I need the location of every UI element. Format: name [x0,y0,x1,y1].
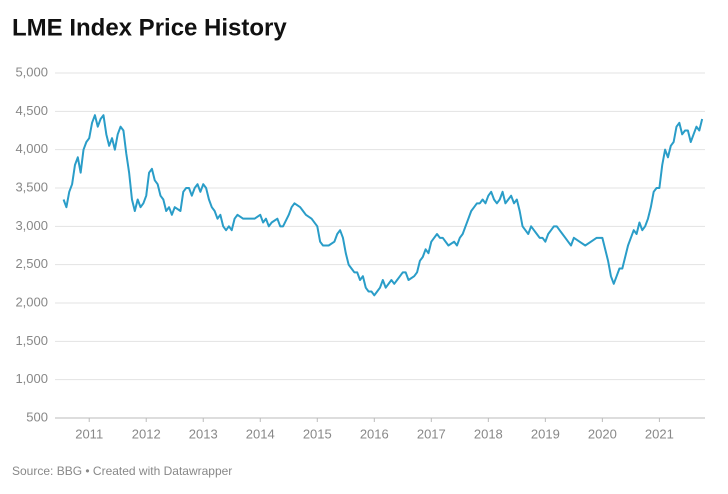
y-tick-label: 5,000 [15,64,48,79]
y-tick-label: 3,500 [15,179,48,194]
y-tick-label: 1,500 [15,333,48,348]
source-note: Source: BBG • Created with Datawrapper [12,464,232,478]
y-tick-label: 2,500 [15,256,48,271]
x-tick-label: 2021 [645,426,674,441]
y-tick-label: 4,000 [15,141,48,156]
x-tick-label: 2011 [75,426,103,441]
x-tick-label: 2012 [132,426,161,441]
y-tick-label: 2,000 [15,294,48,309]
x-tick-label: 2020 [588,426,617,441]
y-tick-label: 4,500 [15,103,48,118]
x-tick-label: 2015 [303,426,332,441]
y-tick-label: 3,000 [15,218,48,233]
x-tick-label: 2017 [417,426,446,441]
x-tick-label: 2018 [474,426,503,441]
price-line [62,114,704,297]
x-tick-label: 2016 [360,426,389,441]
x-tick-label: 2019 [531,426,560,441]
y-tick-label: 500 [26,409,48,424]
x-tick-label: 2014 [246,426,275,441]
chart-title: LME Index Price History [12,14,287,41]
y-tick-label: 1,000 [15,371,48,386]
x-tick-label: 2013 [189,426,218,441]
